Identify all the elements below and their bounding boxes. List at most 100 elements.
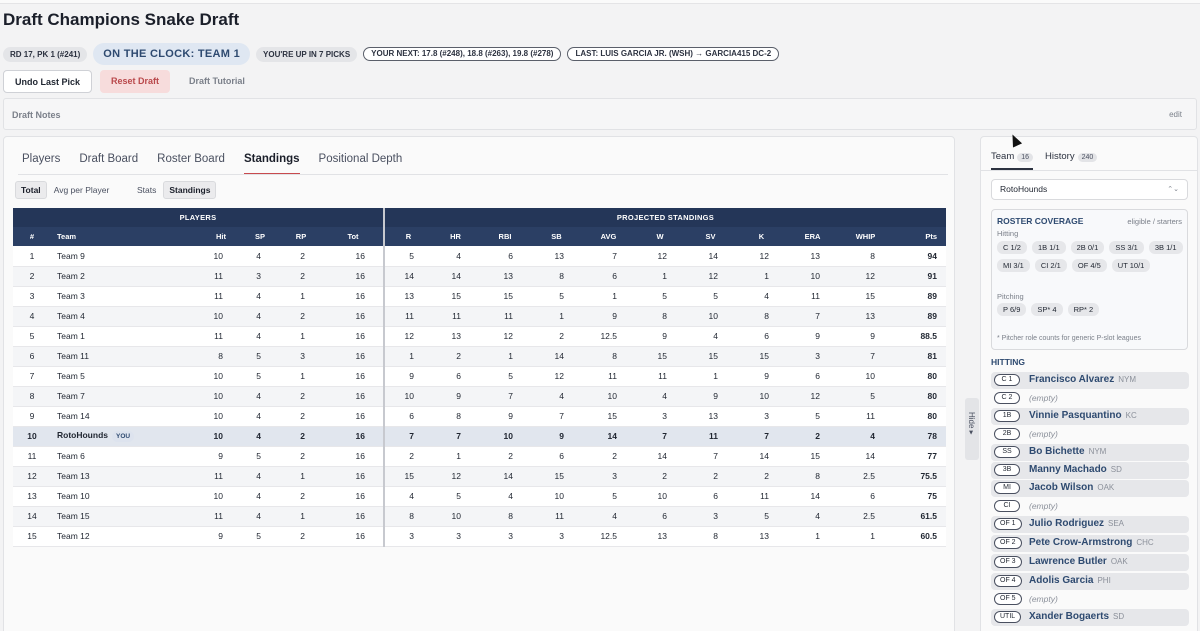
cell-value: 1 bbox=[300, 511, 305, 521]
table-cell: 6 bbox=[736, 326, 787, 347]
roster-slot[interactable]: 2B (empty) bbox=[991, 426, 1189, 443]
coverage-chip: OF 4/5 bbox=[1071, 259, 1107, 272]
slot-player-name[interactable]: Julio Rodriguez SEA bbox=[1029, 518, 1124, 529]
column-header[interactable]: # bbox=[13, 227, 51, 246]
column-header[interactable]: HR bbox=[432, 227, 479, 246]
cell-value: 2 bbox=[300, 431, 305, 441]
cell-value: 1 bbox=[870, 531, 875, 541]
column-header[interactable]: Hit bbox=[201, 227, 241, 246]
cell-value: 9 bbox=[218, 451, 223, 461]
roster-slot[interactable]: OF 5 (empty) bbox=[991, 591, 1189, 608]
column-header[interactable]: AVG bbox=[582, 227, 635, 246]
total-toggle[interactable]: Total bbox=[15, 181, 47, 199]
standings-toggle[interactable]: Standings bbox=[163, 181, 217, 199]
cell-value: 13 bbox=[404, 291, 414, 301]
slot-player-name[interactable]: Pete Crow-Armstrong CHC bbox=[1029, 537, 1154, 548]
cell-value: 2.5 bbox=[863, 511, 875, 521]
table-cell: 1 bbox=[582, 286, 635, 307]
column-header[interactable]: Pts bbox=[893, 227, 946, 246]
slot-player-name[interactable]: Francisco Alvarez NYM bbox=[1029, 374, 1136, 385]
roster-slot[interactable]: OF 4 Adolis Garcia PHI bbox=[991, 573, 1189, 590]
table-cell: 9 bbox=[531, 426, 582, 447]
player-team: CHC bbox=[1136, 538, 1154, 547]
column-header[interactable]: K bbox=[736, 227, 787, 246]
draft-tutorial-button[interactable]: Draft Tutorial bbox=[189, 76, 245, 86]
reset-draft-button[interactable]: Reset Draft bbox=[100, 70, 171, 93]
roster-slot[interactable]: UTIL Xander Bogaerts SD bbox=[991, 609, 1189, 626]
column-header[interactable]: Team bbox=[51, 227, 201, 246]
roster-slot[interactable]: OF 3 Lawrence Butler OAK bbox=[991, 554, 1189, 571]
slot-player-name[interactable]: Lawrence Butler OAK bbox=[1029, 556, 1128, 567]
table-cell: 2 bbox=[279, 386, 323, 407]
tab-history[interactable]: History 240 bbox=[1045, 151, 1098, 170]
tab-standings[interactable]: Standings bbox=[243, 151, 300, 175]
tab-team[interactable]: Team 16 bbox=[991, 151, 1034, 170]
slot-player-name[interactable]: Vinnie Pasquantino KC bbox=[1029, 410, 1137, 421]
table-cell: 7 bbox=[736, 426, 787, 447]
roster-slot[interactable]: 3B Manny Machado SD bbox=[991, 462, 1189, 479]
column-header[interactable]: SB bbox=[531, 227, 582, 246]
cell-value: 10 bbox=[607, 391, 617, 401]
table-cell: Team 14 bbox=[51, 406, 201, 427]
cell-value: 15 bbox=[607, 411, 617, 421]
slot-player-name[interactable]: Xander Bogaerts SD bbox=[1029, 611, 1124, 622]
column-header[interactable]: Tot bbox=[323, 227, 384, 246]
notes-edit-link[interactable]: edit bbox=[1169, 110, 1182, 119]
slot-player-name[interactable]: Manny Machado SD bbox=[1029, 464, 1122, 475]
table-cell: 5 bbox=[241, 446, 279, 467]
roster-slot[interactable]: OF 2 Pete Crow-Armstrong CHC bbox=[991, 535, 1189, 552]
column-header[interactable]: R bbox=[383, 227, 432, 246]
cell-value: 6 bbox=[409, 411, 414, 421]
table-cell: 15 bbox=[432, 286, 479, 307]
cell-value: 5 bbox=[29, 331, 35, 341]
table-cell: 16 bbox=[323, 526, 384, 547]
slot-position-badge: OF 2 bbox=[994, 537, 1022, 549]
column-header[interactable]: SV bbox=[685, 227, 736, 246]
stats-toggle[interactable]: Stats bbox=[137, 185, 157, 195]
slot-player-name[interactable]: Adolis Garcia PHI bbox=[1029, 575, 1111, 586]
roster-slot[interactable]: CI (empty) bbox=[991, 498, 1189, 515]
cell-value: 14 bbox=[503, 471, 513, 481]
tab-roster-board[interactable]: Roster Board bbox=[157, 153, 225, 165]
roster-slot[interactable]: OF 1 Julio Rodriguez SEA bbox=[991, 516, 1189, 533]
table-cell: 4 bbox=[241, 286, 279, 307]
cell-value: 80 bbox=[927, 411, 937, 421]
cell-value: 14 bbox=[865, 451, 875, 461]
column-header[interactable]: ERA bbox=[787, 227, 838, 246]
cell-value: 8 bbox=[662, 311, 667, 321]
avg-per-player-toggle[interactable]: Avg per Player bbox=[53, 185, 110, 195]
column-header[interactable]: WHIP bbox=[838, 227, 893, 246]
table-cell: 4 bbox=[736, 286, 787, 307]
roster-slot[interactable]: MI Jacob Wilson OAK bbox=[991, 480, 1189, 497]
table-cell: 3 bbox=[787, 346, 838, 367]
column-header[interactable]: SP bbox=[241, 227, 279, 246]
table-cell: 1 bbox=[279, 506, 323, 527]
draft-notes[interactable]: Draft Notes edit bbox=[3, 98, 1197, 130]
roster-slot[interactable]: C 1 Francisco Alvarez NYM bbox=[991, 372, 1189, 389]
hide-sidebar-toggle[interactable]: Hide ▸ bbox=[965, 398, 979, 460]
table-cell: 7 bbox=[531, 406, 582, 427]
undo-last-pick-button[interactable]: Undo Last Pick bbox=[3, 70, 93, 93]
coverage-chip: SP* 4 bbox=[1031, 303, 1063, 316]
tab-draft-board[interactable]: Draft Board bbox=[79, 153, 139, 165]
column-header[interactable]: RP bbox=[279, 227, 323, 246]
roster-slot[interactable]: SS Bo Bichette NYM bbox=[991, 444, 1189, 461]
cell-value: 11 bbox=[214, 471, 223, 481]
table-cell: 1 bbox=[279, 466, 323, 487]
team-select[interactable]: RotoHounds ⌃⌄ bbox=[991, 179, 1188, 200]
slot-player-name[interactable]: Bo Bichette NYM bbox=[1029, 446, 1106, 457]
cell-value: 8 bbox=[713, 531, 718, 541]
cell-value: 3 bbox=[612, 471, 617, 481]
column-header[interactable]: W bbox=[635, 227, 685, 246]
column-header[interactable]: RBI bbox=[479, 227, 531, 246]
table-cell: 2 bbox=[279, 446, 323, 467]
cell-value: 1 bbox=[300, 371, 305, 381]
table-cell: 5 bbox=[241, 346, 279, 367]
slot-player-name[interactable]: Jacob Wilson OAK bbox=[1029, 482, 1114, 493]
tab-positional-depth[interactable]: Positional Depth bbox=[318, 153, 403, 165]
tab-players[interactable]: Players bbox=[22, 153, 61, 165]
table-cell: 1 bbox=[635, 266, 685, 287]
roster-slot[interactable]: 1B Vinnie Pasquantino KC bbox=[991, 408, 1189, 425]
cell-value: 8 bbox=[456, 411, 461, 421]
roster-slot[interactable]: C 2 (empty) bbox=[991, 390, 1189, 407]
